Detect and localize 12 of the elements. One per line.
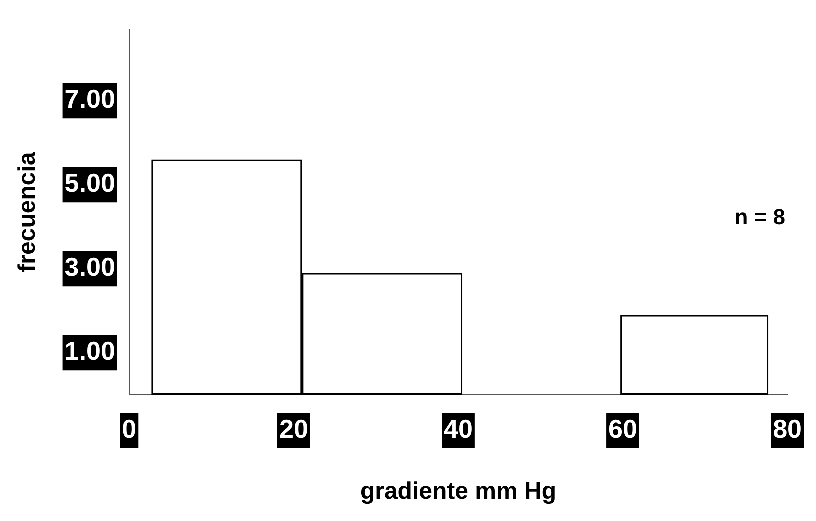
x-tick-label: 40 [444, 414, 473, 444]
y-tick-label: 1.00 [64, 336, 116, 366]
x-tick-label: 0 [122, 414, 137, 444]
y-tick-label: 7.00 [64, 84, 116, 114]
y-tick-label: 5.00 [64, 168, 116, 198]
x-tick-label: 80 [773, 414, 802, 444]
x-tick-label: 60 [608, 414, 638, 444]
x-axis-title: gradiente mm Hg [360, 478, 556, 506]
y-tick-label: 3.00 [64, 252, 116, 282]
y-axis-title: frecuencia [14, 152, 42, 272]
x-tick-label: 20 [279, 414, 308, 444]
annotation: n = 8 [734, 204, 786, 230]
